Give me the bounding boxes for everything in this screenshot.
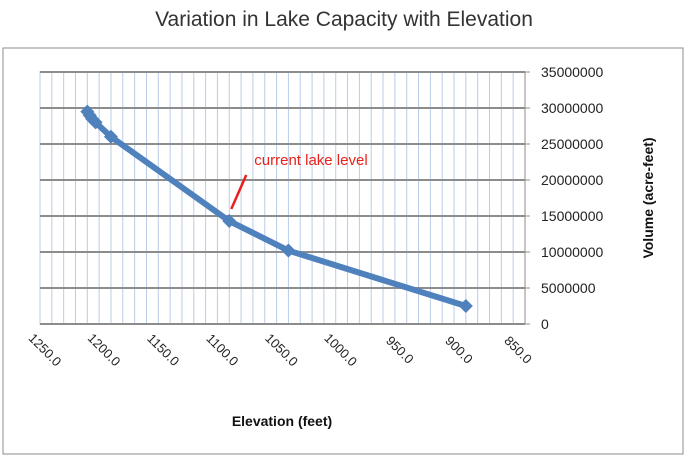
x-tick-label: 850.0 <box>501 333 535 367</box>
y-tick-label: 0 <box>541 316 549 332</box>
x-tick-label: 900.0 <box>442 333 476 367</box>
y-tick-label: 20000000 <box>541 172 604 188</box>
horizontal-gridlines <box>40 71 530 325</box>
y-tick-label: 35000000 <box>541 64 604 80</box>
y-axis-tick-labels: 0 5000000 10000000 15000000 20000000 25000000… <box>541 64 604 332</box>
y-tick-label: 30000000 <box>541 100 604 116</box>
x-axis-label: Elevation (feet) <box>232 413 332 429</box>
data-point <box>281 243 296 258</box>
x-tick-label: 1050.0 <box>262 330 301 369</box>
series-group <box>80 104 473 313</box>
y-tick-label: 10000000 <box>541 244 604 260</box>
x-axis-tick-labels: 1250.0 1200.0 1150.0 1100.0 1050.0 1000.0 950.… <box>26 330 535 369</box>
data-point <box>458 299 473 313</box>
chart-border <box>2 47 684 455</box>
y-tick-label: 25000000 <box>541 136 604 152</box>
plot-area <box>39 71 526 325</box>
y-axis-label: Volume (acre-feet) <box>640 137 656 258</box>
chart-title: Variation in Lake Capacity with Elevatio… <box>155 8 533 31</box>
annotation-label: current lake level <box>254 152 367 169</box>
x-tick-label: 1250.0 <box>26 330 65 369</box>
annotation-pointer <box>230 174 248 210</box>
annotation-group: current lake level <box>230 152 368 210</box>
vertical-gridlines <box>39 72 526 324</box>
data-point <box>88 115 103 130</box>
y-tick-label: 15000000 <box>541 208 604 224</box>
y-tick-label: 5000000 <box>541 280 596 296</box>
x-tick-label: 950.0 <box>383 333 417 367</box>
data-point <box>222 214 237 229</box>
x-tick-label: 1200.0 <box>85 330 124 369</box>
x-tick-label: 1000.0 <box>321 330 360 369</box>
data-point <box>103 129 118 144</box>
x-tick-label: 1150.0 <box>144 331 182 369</box>
x-tick-label: 1100.0 <box>203 331 241 369</box>
